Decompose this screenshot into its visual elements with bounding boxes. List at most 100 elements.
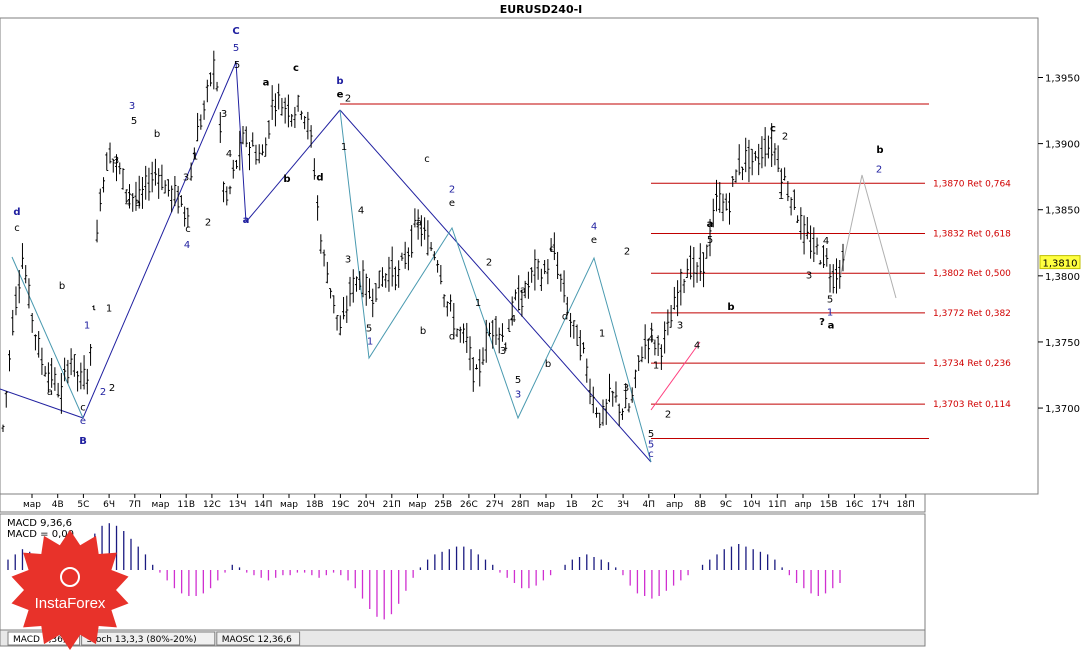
x-tick-label: 25В	[434, 500, 452, 510]
wave-label: 4	[648, 334, 654, 345]
ohlc-bar	[76, 370, 80, 392]
wave-line-up	[650, 341, 701, 411]
ohlc-bar	[267, 120, 271, 139]
wave-label: 2	[449, 185, 455, 196]
ohlc-bar	[504, 342, 508, 352]
ohlc-bar	[562, 270, 566, 303]
x-tick-label: апр	[666, 500, 683, 510]
ohlc-bar	[559, 273, 563, 292]
x-tick-label: 2С	[591, 500, 603, 510]
wave-label: e	[80, 416, 86, 427]
indicator-tab[interactable]	[81, 631, 216, 646]
ohlc-bar	[607, 373, 611, 403]
ohlc-bar	[740, 166, 744, 181]
ohlc-bar	[215, 81, 219, 92]
ohlc-bar	[572, 320, 576, 339]
wave-label: 3	[221, 109, 227, 120]
x-tick-label: мар	[280, 500, 298, 510]
ohlc-bar	[121, 168, 125, 190]
ohlc-bar	[393, 266, 397, 291]
wave-label: 2	[109, 383, 115, 394]
ohlc-bar	[637, 355, 641, 372]
ohlc-bar	[449, 294, 453, 312]
ohlc-bar	[436, 260, 440, 273]
ohlc-bar	[303, 115, 307, 130]
ohlc-bar	[124, 189, 128, 203]
ohlc-bar	[442, 294, 446, 308]
ohlc-bar	[131, 193, 135, 212]
x-axis: мар 4В 5С 6Ч 7П мар 11В 12С 13Ч 14П мар 18В 19С 20Ч 21…	[23, 494, 915, 510]
ohlc-bar	[737, 144, 741, 176]
ohlc-bar	[102, 177, 106, 193]
wave-label: 3	[345, 255, 351, 266]
ohlc-bar	[455, 328, 459, 338]
x-tick-label: 10Ч	[743, 500, 761, 510]
ohlc-bar	[650, 322, 654, 343]
ohlc-bar	[209, 72, 213, 87]
ohlc-bar	[306, 111, 310, 140]
ohlc-bar	[251, 132, 255, 147]
fib-label: 1,3832 Ret 0,618	[933, 230, 1011, 240]
logo-text: InstaForex	[35, 595, 106, 612]
wave-label: c	[80, 403, 86, 414]
y-tick-label: 1,3800	[1045, 272, 1080, 283]
ohlc-bar	[689, 245, 693, 280]
ohlc-bar	[604, 398, 608, 425]
wave-label: 2	[876, 165, 882, 176]
ohlc-bar	[705, 244, 709, 259]
wave-label: 5	[366, 323, 372, 334]
ohlc-bar	[776, 145, 780, 173]
ohlc-bar	[280, 97, 284, 116]
ohlc-bar	[520, 290, 524, 317]
ohlc-bar	[95, 219, 99, 243]
ohlc-bar	[601, 399, 605, 426]
ohlc-bar	[108, 142, 112, 164]
ohlc-bar	[500, 323, 504, 342]
y-tick-label: 1,3950	[1045, 74, 1080, 85]
forecast-path	[839, 174, 897, 299]
indicator-panel	[0, 513, 926, 631]
x-tick-label: мар	[151, 500, 169, 510]
wave-label: 1	[341, 142, 347, 153]
ohlc-bar	[329, 288, 333, 299]
ohlc-bars	[1, 50, 845, 432]
ohlc-bar	[711, 198, 715, 228]
indicator-tab-label: MACD 9,36,6	[13, 635, 72, 645]
wave-label: c	[293, 63, 299, 74]
ohlc-bar	[462, 323, 466, 344]
indicator-tab[interactable]	[216, 631, 301, 646]
ohlc-bar	[624, 383, 628, 409]
wave-label: C	[232, 26, 239, 37]
ohlc-bar	[11, 309, 15, 336]
ohlc-bar	[672, 286, 676, 310]
indicator-name: MACD 9,36,6	[7, 518, 72, 529]
ohlc-bar	[747, 139, 751, 183]
ohlc-bar	[312, 158, 316, 180]
wave-label: 2	[345, 93, 351, 104]
wave-label: 3	[623, 383, 629, 394]
wave-label: 3	[677, 321, 683, 332]
wave-label: b	[876, 145, 883, 156]
fib-label: 1,3870 Ret 0,764	[933, 179, 1011, 189]
ohlc-bar	[358, 271, 362, 291]
ohlc-bar	[630, 387, 634, 403]
wave-label: 3	[113, 155, 119, 166]
ohlc-bar	[611, 390, 615, 407]
ohlc-bar	[98, 188, 102, 212]
ohlc-bar	[270, 85, 274, 120]
ohlc-bar	[166, 179, 170, 197]
wave-label: b	[154, 129, 160, 140]
ohlc-bar	[170, 185, 174, 213]
ohlc-bar	[818, 260, 822, 265]
ohlc-bar	[225, 186, 229, 206]
wave-label: 1	[84, 321, 90, 332]
x-tick-label: 20Ч	[357, 500, 375, 510]
wave-label: 1	[106, 304, 112, 315]
wave-label: ?	[819, 317, 825, 328]
ohlc-bar	[659, 344, 663, 370]
wave-label: 1	[475, 298, 481, 309]
ohlc-bar	[342, 296, 346, 320]
wave-label: b	[727, 302, 734, 313]
ohlc-bar	[475, 364, 479, 370]
ohlc-bar	[199, 114, 203, 130]
